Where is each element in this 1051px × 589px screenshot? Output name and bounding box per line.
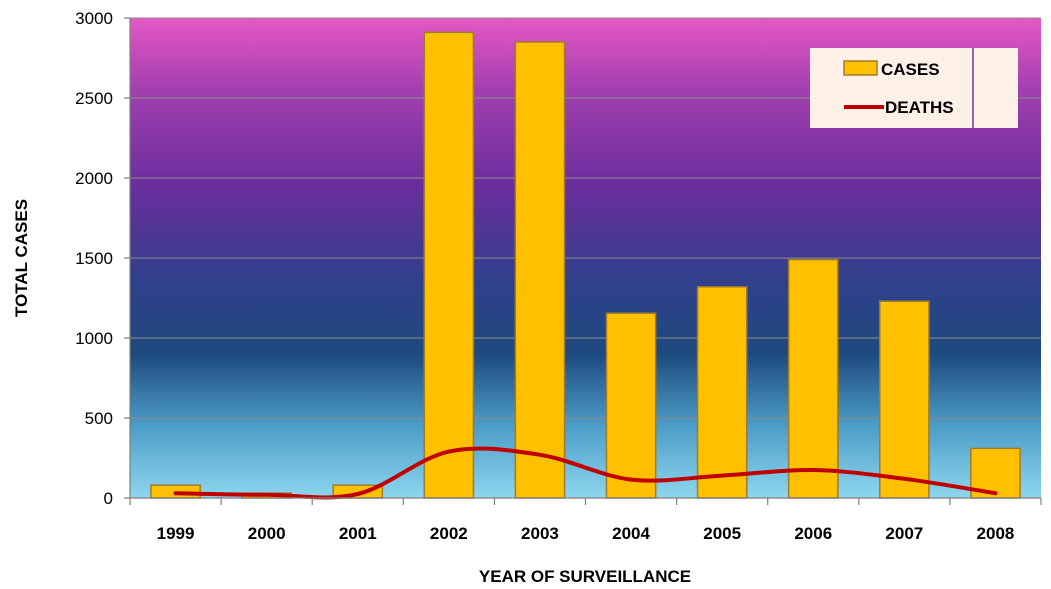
legend-label-deaths: DEATHS <box>885 98 954 117</box>
x-tick-label: 2005 <box>703 524 741 543</box>
x-tick-label: 2007 <box>885 524 923 543</box>
legend-swatch-cases <box>843 60 878 76</box>
y-tick-label: 2000 <box>75 169 113 188</box>
x-tick-label: 2000 <box>248 524 286 543</box>
bar-cases-2007 <box>879 300 930 499</box>
legend-label-cases: CASES <box>881 60 940 79</box>
x-tick-label: 2006 <box>794 524 832 543</box>
bar-cases-2006 <box>787 258 839 499</box>
bar-cases-2004 <box>605 312 657 499</box>
bar-cases-2003 <box>514 41 566 499</box>
x-tick-label: 2004 <box>612 524 650 543</box>
bar-cases-2002 <box>423 31 475 499</box>
bar-cases-2005 <box>696 286 748 499</box>
x-tick-label: 2003 <box>521 524 559 543</box>
y-tick-labels: 0 500 1000 1500 2000 2500 3000 <box>75 9 113 508</box>
deaths-line <box>173 446 998 500</box>
x-tick-labels: 1999 2000 2001 2002 2003 2004 2005 2006 2007 2008 <box>157 524 1015 543</box>
axes <box>124 17 1042 505</box>
x-tick-label: 2002 <box>430 524 468 543</box>
x-axis-title: YEAR OF SURVEILLANCE <box>479 567 691 586</box>
y-axis-title: TOTAL CASES <box>12 199 31 317</box>
gridlines <box>130 17 1041 419</box>
bar-series <box>150 31 1021 499</box>
x-tick-label: 2008 <box>977 524 1015 543</box>
y-tick-label: 3000 <box>75 9 113 28</box>
y-tick-label: 0 <box>104 489 113 508</box>
y-tick-label: 2500 <box>75 89 113 108</box>
x-tick-label: 2001 <box>339 524 377 543</box>
legend: CASES DEATHS <box>810 48 1018 128</box>
x-tick-label: 1999 <box>157 524 195 543</box>
y-tick-label: 500 <box>85 409 113 428</box>
y-tick-label: 1000 <box>75 329 113 348</box>
y-tick-label: 1500 <box>75 249 113 268</box>
